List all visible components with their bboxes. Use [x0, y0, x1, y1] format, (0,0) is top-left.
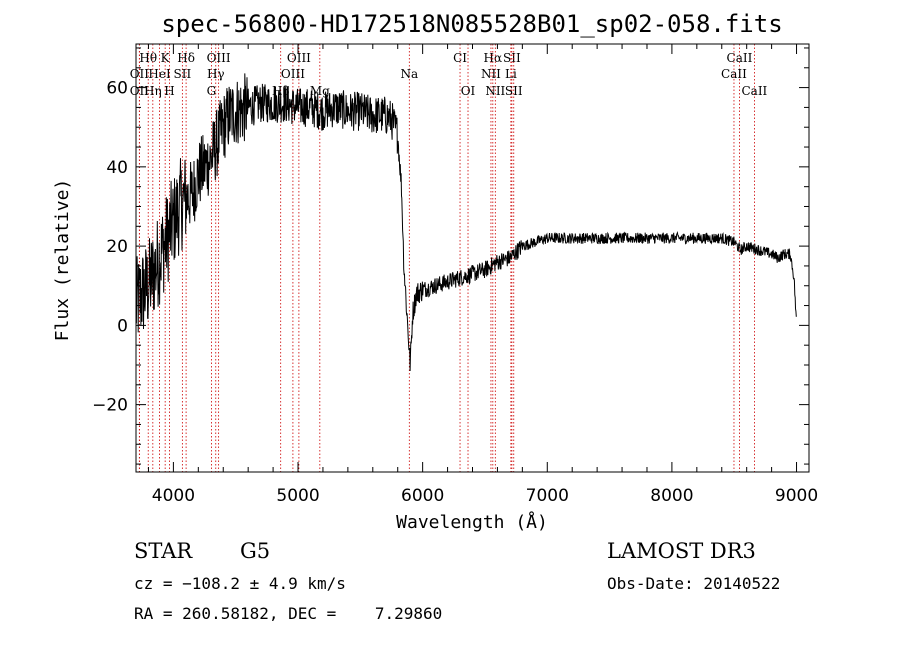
spectrum-line [135, 73, 797, 372]
line-marker-label: Hθ [139, 51, 157, 65]
y-axis-label: Flux (relative) [52, 179, 73, 342]
line-marker-label: Hη [144, 84, 162, 98]
x-tick-label: 8000 [650, 486, 693, 506]
obs-date: Obs-Date: 20140522 [607, 574, 780, 593]
line-marker-label: Na [400, 67, 418, 81]
line-marker-label: K [161, 51, 171, 65]
line-marker-label: Li [505, 67, 517, 81]
y-tick-label: 60 [106, 79, 128, 99]
line-marker-label: SII [505, 84, 523, 98]
x-tick-label: 9000 [775, 486, 818, 506]
line-marker-label: HeI [148, 67, 171, 81]
redshift-readout: cz = −108.2 ± 4.9 km/s [134, 574, 346, 593]
line-marker-label: CI [453, 51, 467, 65]
line-marker-label: OII [130, 67, 150, 81]
survey-name: LAMOST DR3 [607, 539, 756, 563]
x-tick-label: 4000 [152, 486, 195, 506]
chart-title: spec-56800-HD172518N085528B01_sp02-058.f… [161, 10, 782, 38]
line-marker-label: Hα [484, 51, 503, 65]
line-marker-label: CaII [727, 51, 753, 65]
line-marker-label: OIII [287, 51, 311, 65]
line-marker-label: SII [174, 67, 192, 81]
coordinates: RA = 260.58182, DEC = 7.29860 [134, 604, 442, 623]
line-marker-label: OI [461, 84, 476, 98]
y-axis: −20 0 20 40 60 [92, 47, 809, 465]
line-marker-label: G [207, 84, 217, 98]
y-tick-label: −20 [92, 396, 128, 416]
y-tick-label: 40 [106, 158, 128, 178]
y-tick-label: 20 [106, 237, 128, 257]
x-axis-label: Wavelength (Å) [396, 511, 548, 533]
line-marker-label: SII [503, 51, 521, 65]
line-marker-label: CaII [741, 84, 767, 98]
line-marker-label: CaII [721, 67, 747, 81]
line-marker-label: OIII [207, 51, 231, 65]
line-marker-label: NII [485, 84, 505, 98]
x-tick-label: 5000 [276, 486, 319, 506]
object-class: STAR [134, 539, 193, 563]
spectrum-series [135, 73, 797, 372]
line-marker-label: Hδ [177, 51, 195, 65]
line-marker-label: Hγ [207, 67, 225, 81]
line-marker-label: NII [481, 67, 501, 81]
x-axis: 4000 5000 6000 7000 8000 9000 [147, 44, 818, 506]
object-subclass: G5 [240, 539, 270, 563]
x-tick-label: 7000 [526, 486, 569, 506]
line-marker-label: H [164, 84, 174, 98]
line-marker-label: OIII [281, 67, 305, 81]
x-tick-label: 6000 [401, 486, 444, 506]
y-tick-label: 0 [117, 316, 128, 336]
